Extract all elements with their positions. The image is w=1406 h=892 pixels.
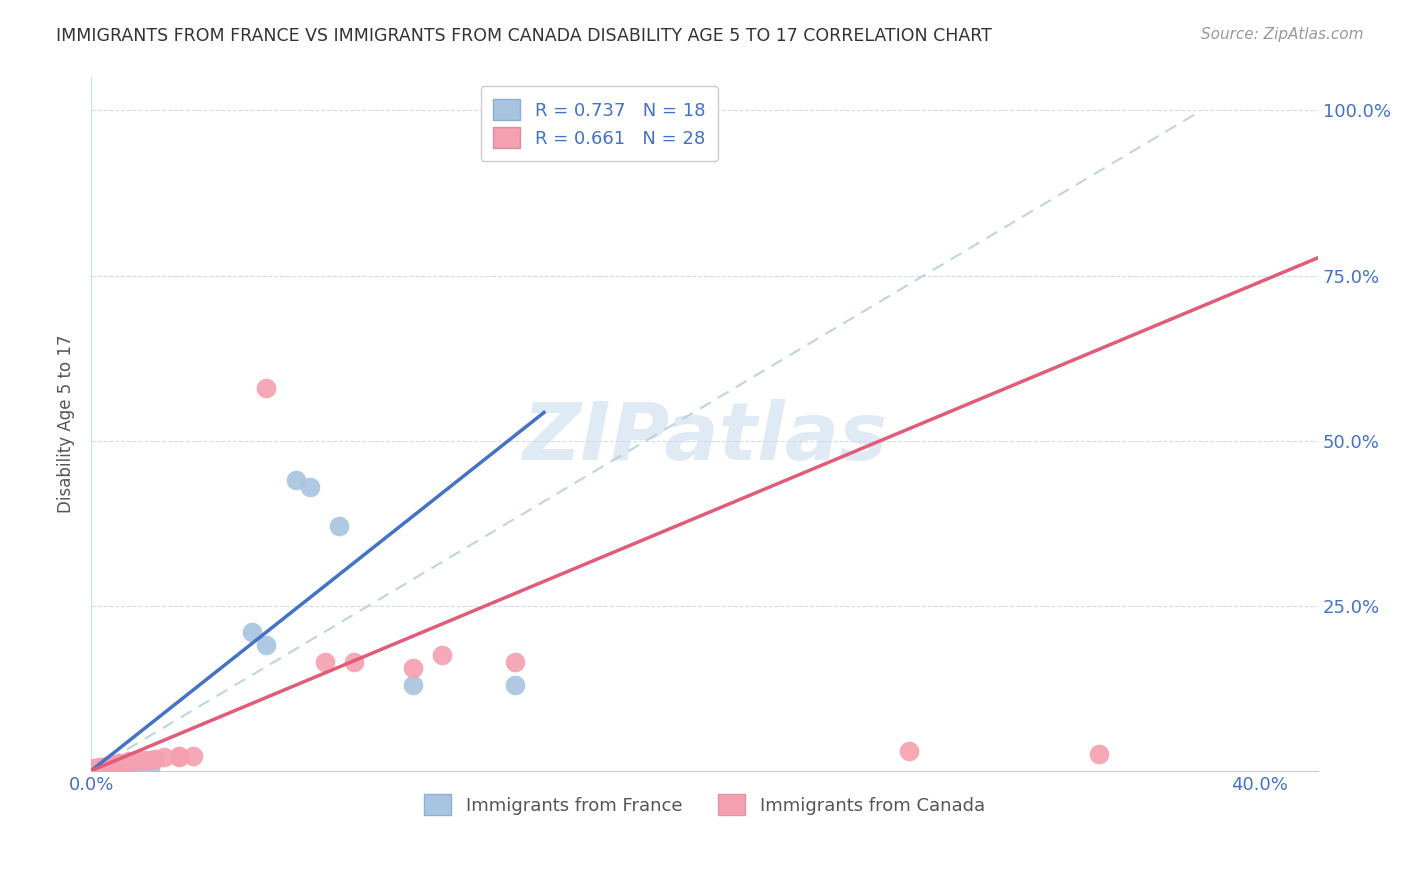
Text: ZIPatlas: ZIPatlas <box>522 399 887 477</box>
Point <box>401 678 423 692</box>
Point <box>284 473 307 487</box>
Point <box>124 762 146 776</box>
Point <box>314 655 336 669</box>
Point <box>343 655 366 669</box>
Point <box>503 655 526 669</box>
Point <box>254 381 277 395</box>
Point <box>83 761 105 775</box>
Text: IMMIGRANTS FROM FRANCE VS IMMIGRANTS FROM CANADA DISABILITY AGE 5 TO 17 CORRELAT: IMMIGRANTS FROM FRANCE VS IMMIGRANTS FRO… <box>56 27 993 45</box>
Point <box>91 762 114 776</box>
Point <box>100 760 122 774</box>
Point <box>107 757 129 772</box>
Point <box>91 760 114 774</box>
Point <box>89 760 111 774</box>
Legend: Immigrants from France, Immigrants from Canada: Immigrants from France, Immigrants from … <box>415 785 994 824</box>
Point <box>898 744 921 758</box>
Point <box>240 625 263 640</box>
Point <box>254 638 277 652</box>
Point <box>401 661 423 675</box>
Text: Source: ZipAtlas.com: Source: ZipAtlas.com <box>1201 27 1364 42</box>
Point <box>153 750 176 764</box>
Point <box>110 760 132 774</box>
Point <box>118 755 141 769</box>
Point <box>1088 747 1111 762</box>
Point <box>94 760 117 774</box>
Point <box>89 761 111 775</box>
Point <box>100 758 122 772</box>
Point <box>138 762 160 776</box>
Point <box>328 519 350 533</box>
Point <box>103 761 125 775</box>
Point <box>94 760 117 774</box>
Point <box>299 480 322 494</box>
Point <box>103 757 125 772</box>
Point <box>83 763 105 777</box>
Point <box>132 753 155 767</box>
Point <box>145 752 167 766</box>
Point <box>183 749 205 764</box>
Point <box>503 678 526 692</box>
Point <box>167 750 190 764</box>
Point <box>124 754 146 768</box>
Point <box>97 760 120 774</box>
Point <box>167 749 190 764</box>
Point <box>110 756 132 770</box>
Point <box>86 761 108 775</box>
Point <box>430 648 453 662</box>
Point <box>86 762 108 776</box>
Point <box>115 756 138 770</box>
Point <box>138 753 160 767</box>
Y-axis label: Disability Age 5 to 17: Disability Age 5 to 17 <box>58 334 75 513</box>
Point <box>97 758 120 772</box>
